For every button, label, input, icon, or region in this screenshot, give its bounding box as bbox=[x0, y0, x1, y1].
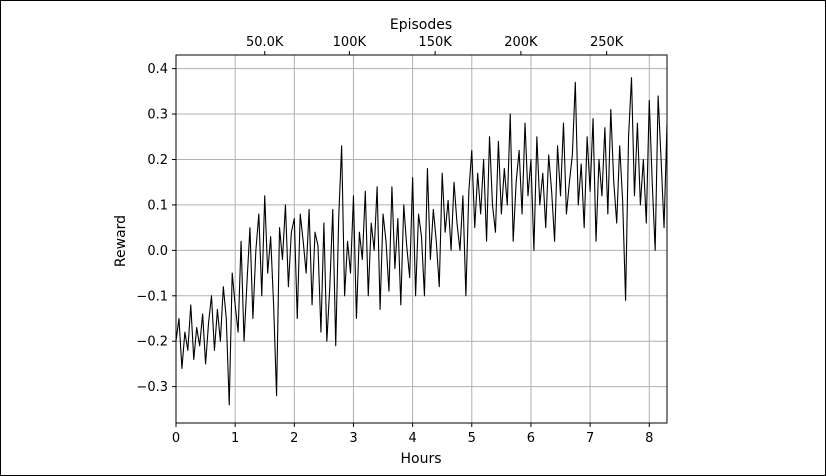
x-tick-label: 8 bbox=[645, 431, 653, 446]
x-tick-label: 6 bbox=[527, 431, 535, 446]
y-tick-label: 0.1 bbox=[147, 198, 168, 213]
x-tick-label: 2 bbox=[290, 431, 298, 446]
x-tick-label: 5 bbox=[468, 431, 476, 446]
y-tick-label: 0.3 bbox=[147, 108, 168, 123]
series-layer bbox=[175, 77, 668, 406]
y-tick-label: −0.1 bbox=[136, 289, 168, 304]
plot-area bbox=[175, 54, 668, 424]
x-tick-label: 4 bbox=[408, 431, 416, 446]
x-tick-label: 0 bbox=[172, 431, 180, 446]
top-x-axis-label: Episodes bbox=[390, 17, 452, 33]
y-axis-left: −0.3 −0.2 −0.1 0.0 0.1 0.2 0.3 0.4 bbox=[136, 62, 176, 395]
y-tick-label: −0.3 bbox=[136, 380, 168, 395]
y-tick-label: 0.2 bbox=[147, 153, 168, 168]
top-x-tick-label: 50.0K bbox=[246, 35, 284, 50]
y-axis-label: Reward bbox=[113, 215, 129, 267]
x-axis-bottom: 0 1 2 3 4 5 6 7 8 bbox=[172, 423, 653, 446]
x-axis-top: 50.0K 100K 150K 200K 250K bbox=[246, 35, 624, 55]
x-tick-label: 7 bbox=[586, 431, 594, 446]
top-x-tick-label: 150K bbox=[418, 35, 452, 50]
y-tick-label: −0.2 bbox=[136, 335, 168, 350]
top-x-tick-label: 250K bbox=[590, 35, 624, 50]
y-tick-label: 0.4 bbox=[147, 62, 168, 77]
y-tick-label: 0.0 bbox=[147, 244, 168, 259]
x-tick-label: 3 bbox=[349, 431, 357, 446]
top-x-tick-label: 100K bbox=[333, 35, 367, 50]
x-tick-label: 1 bbox=[231, 431, 239, 446]
top-x-tick-label: 200K bbox=[504, 35, 538, 50]
reward-series-line bbox=[175, 77, 668, 406]
x-axis-label: Hours bbox=[400, 451, 441, 467]
